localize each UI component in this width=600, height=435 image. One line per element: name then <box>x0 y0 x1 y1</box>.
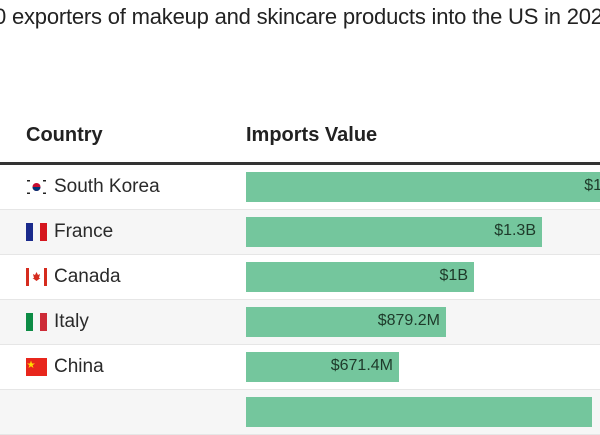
value-bar <box>246 397 592 427</box>
value-label: $1.3B <box>494 222 536 239</box>
value-label: $1B <box>439 267 468 284</box>
value-label: $1 <box>584 177 600 194</box>
header-divider <box>0 162 600 165</box>
chart-title: 0 exporters of makeup and skincare produ… <box>0 4 600 29</box>
value-bar: $1.3B <box>246 217 542 247</box>
value-bar: $671.4M <box>246 352 399 382</box>
country-name: France <box>54 221 114 242</box>
table-row: Italy $879.2M <box>0 300 600 345</box>
value-bar: $879.2M <box>246 307 446 337</box>
table-row: Canada $1B <box>0 255 600 300</box>
table-row: China $671.4M <box>0 345 600 390</box>
country-name: South Korea <box>54 176 160 197</box>
column-header-country: Country <box>26 124 103 146</box>
table-row: South Korea $1 <box>0 165 600 210</box>
country-name: Canada <box>54 266 121 287</box>
flag-south-korea-icon <box>26 178 47 196</box>
table-body: South Korea $1 France $1.3B Canada $1B Italy $8… <box>0 165 600 435</box>
column-header-imports-value: Imports Value <box>246 124 378 146</box>
table-row: France $1.3B <box>0 210 600 255</box>
value-bar: $1 <box>246 172 600 202</box>
country-name: China <box>54 356 104 377</box>
flag-china-icon <box>26 358 47 376</box>
flag-france-icon <box>26 223 47 241</box>
country-name: Italy <box>54 311 89 332</box>
flag-italy-icon <box>26 313 47 331</box>
value-label: $671.4M <box>330 357 393 374</box>
value-bar: $1B <box>246 262 474 292</box>
flag-canada-icon <box>26 268 47 286</box>
table-row <box>0 390 600 435</box>
value-label: $879.2M <box>377 312 440 329</box>
